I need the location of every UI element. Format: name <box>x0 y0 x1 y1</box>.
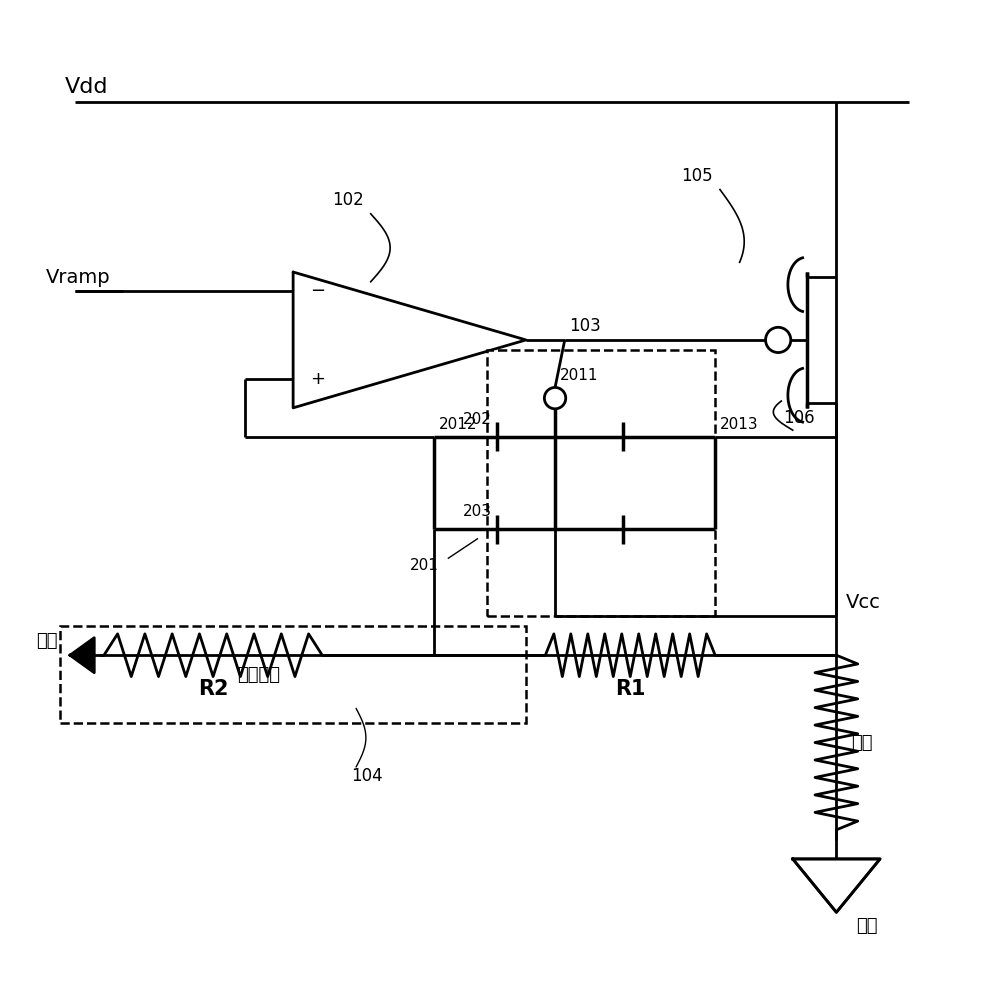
Text: 105: 105 <box>681 167 712 185</box>
Text: 203: 203 <box>463 504 492 519</box>
Text: Vcc: Vcc <box>846 593 881 612</box>
Text: Vramp: Vramp <box>45 268 110 287</box>
Text: 反馈电路: 反馈电路 <box>237 666 280 684</box>
Text: 2013: 2013 <box>720 417 759 432</box>
Text: 102: 102 <box>332 191 364 209</box>
Text: 负载: 负载 <box>851 734 873 752</box>
Text: Vdd: Vdd <box>65 77 108 97</box>
Text: −: − <box>310 282 325 300</box>
Text: 2011: 2011 <box>560 368 598 383</box>
Text: +: + <box>310 370 325 388</box>
Text: 2012: 2012 <box>439 417 477 432</box>
Bar <box>60 626 526 723</box>
Text: 103: 103 <box>570 317 601 335</box>
Text: 接地: 接地 <box>36 632 57 650</box>
Text: 201: 201 <box>409 558 439 573</box>
Text: 202: 202 <box>463 412 492 427</box>
Text: R2: R2 <box>198 679 228 699</box>
Bar <box>487 350 715 616</box>
Text: 104: 104 <box>351 767 383 785</box>
Text: 接地: 接地 <box>856 917 878 935</box>
Polygon shape <box>793 859 880 912</box>
Text: R1: R1 <box>615 679 646 699</box>
Polygon shape <box>70 638 94 673</box>
Text: 106: 106 <box>783 409 815 427</box>
